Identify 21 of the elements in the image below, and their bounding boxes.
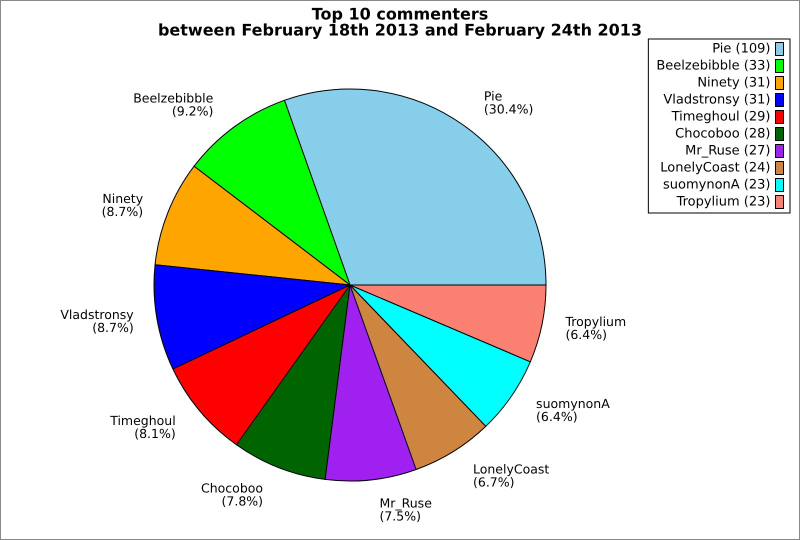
data-label: Timeghoul (8.1%) (109, 413, 176, 442)
data-label: LonelyCoast (6.7%) (472, 461, 550, 490)
data-label: Vladstronsy (8.7%) (60, 307, 134, 336)
data-label: suomynonA (6.4%) (536, 396, 610, 424)
legend-label: Tropylium (23) (676, 194, 770, 210)
data-label: Tropylium (6.4%) (564, 314, 626, 342)
legend-label: Vladstronsy (31) (663, 92, 770, 108)
data-label: Mr_Ruse (7.5%) (379, 496, 432, 524)
legend-label: Chocoboo (28) (675, 126, 770, 142)
data-label: Ninety (8.7%) (102, 190, 144, 219)
legend-label: LonelyCoast (24) (660, 160, 770, 176)
legend-label: Pie (109) (712, 42, 770, 56)
data-label: Chocoboo (7.8%) (201, 480, 264, 509)
legend-label: Ninety (31) (697, 76, 770, 90)
data-label: Pie (30.4%) (484, 88, 534, 116)
legend-label: Mr_Ruse (27) (685, 144, 770, 158)
legend-label: Beelzebibble (33) (656, 58, 770, 74)
legend-label: suomynonA (23) (663, 178, 770, 192)
chart-title: Top 10 commenters (312, 4, 488, 24)
data-label: Beelzebibble (9.2%) (133, 90, 214, 119)
legend-label: Timeghoul (29) (670, 110, 770, 124)
